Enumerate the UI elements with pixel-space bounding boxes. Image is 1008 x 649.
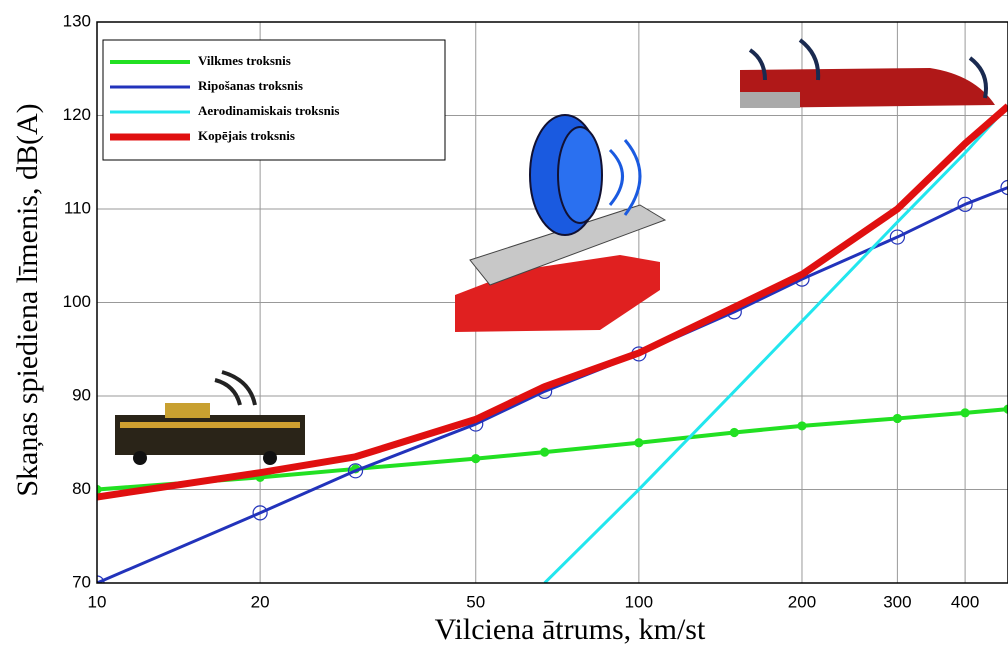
series-marker bbox=[961, 409, 969, 417]
legend-label: Ripošanas troksnis bbox=[198, 78, 303, 93]
y-tick-label: 100 bbox=[63, 292, 91, 311]
x-tick-label: 100 bbox=[625, 592, 653, 611]
series-marker bbox=[635, 439, 643, 447]
y-tick-label: 130 bbox=[63, 11, 91, 30]
series-marker bbox=[472, 455, 480, 463]
legend-label: Aerodinamiskais troksnis bbox=[198, 103, 339, 118]
series-marker bbox=[798, 422, 806, 430]
x-tick-label: 20 bbox=[251, 592, 270, 611]
wheel-rail-illustration bbox=[455, 115, 665, 332]
series-marker bbox=[893, 414, 901, 422]
y-tick-label: 70 bbox=[72, 572, 91, 591]
high-speed-train-illustration bbox=[740, 40, 995, 108]
legend-label: Vilkmes troksnis bbox=[198, 53, 291, 68]
y-tick-label: 80 bbox=[72, 479, 91, 498]
chart: Vilkmes troksnis Ripošanas troksnis Aerodi… bbox=[0, 0, 1008, 649]
x-tick-label: 200 bbox=[788, 592, 816, 611]
series-marker bbox=[541, 448, 549, 456]
x-tick-label: 400 bbox=[951, 592, 979, 611]
series-marker bbox=[730, 428, 738, 436]
y-axis-label: Skaņas spiediena līmenis, dB(A) bbox=[11, 103, 44, 496]
x-tick-label: 300 bbox=[883, 592, 911, 611]
y-tick-label: 120 bbox=[63, 105, 91, 124]
x-tick-label: 50 bbox=[466, 592, 485, 611]
y-tick-label: 90 bbox=[72, 385, 91, 404]
x-axis-label: Vilciena ātrums, km/st bbox=[435, 613, 706, 646]
legend-label: Kopējais troksnis bbox=[198, 128, 295, 143]
x-tick-label: 10 bbox=[88, 592, 107, 611]
legend: Vilkmes troksnis Ripošanas troksnis Aerodi… bbox=[103, 40, 445, 160]
locomotive-illustration bbox=[115, 372, 305, 465]
series-line bbox=[545, 106, 1008, 583]
y-tick-label: 110 bbox=[64, 198, 91, 217]
